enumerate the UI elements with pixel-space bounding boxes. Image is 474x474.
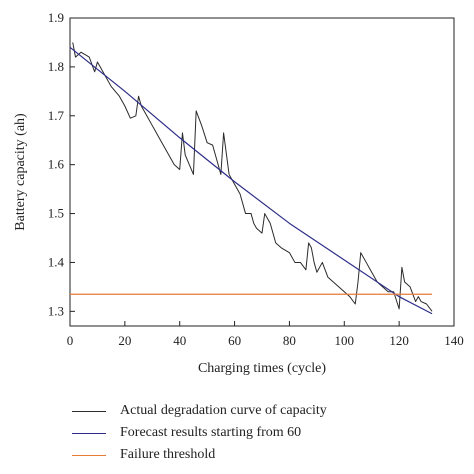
x-tick-label: 40 <box>173 333 186 348</box>
x-tick-label: 0 <box>67 333 74 348</box>
legend: Actual degradation curve of capacity For… <box>72 400 327 466</box>
y-axis-title: Battery capacity (ah) <box>13 113 28 231</box>
y-tick-label: 1.7 <box>48 108 65 123</box>
legend-swatch-forecast <box>72 432 106 434</box>
y-tick-label: 1.4 <box>48 254 65 269</box>
legend-swatch-actual <box>72 410 106 412</box>
x-tick-label: 80 <box>283 333 296 348</box>
x-tick-label: 120 <box>389 333 409 348</box>
legend-item-forecast: Forecast results starting from 60 <box>72 422 327 444</box>
x-axis-title: Charging times (cycle) <box>198 361 326 376</box>
y-tick-label: 1.6 <box>48 157 65 172</box>
legend-label-actual: Actual degradation curve of capacity <box>120 403 327 418</box>
legend-item-threshold: Failure threshold <box>72 444 327 466</box>
y-tick-label: 1.9 <box>48 10 64 25</box>
y-tick-label: 1.5 <box>48 206 64 221</box>
y-tick-label: 1.3 <box>48 303 64 318</box>
series-line-actual <box>72 42 433 312</box>
legend-swatch-threshold <box>72 454 106 456</box>
legend-label-forecast: Forecast results starting from 60 <box>120 425 302 440</box>
plot-area-frame <box>69 17 455 327</box>
x-tick-label: 20 <box>118 333 131 348</box>
legend-label-threshold: Failure threshold <box>120 447 216 462</box>
x-tick-label: 60 <box>228 333 241 348</box>
series-layer <box>69 42 433 315</box>
series-line-forecast <box>69 46 433 315</box>
x-tick-label: 100 <box>335 333 355 348</box>
ticks-layer: 0 20 40 60 80 100 120 140 1.3 1.4 1.5 1.6 1.7 1.8 1.9 <box>48 10 464 348</box>
x-tick-label: 140 <box>444 333 464 348</box>
y-tick-label: 1.8 <box>48 59 64 74</box>
legend-item-actual: Actual degradation curve of capacity <box>72 400 327 422</box>
